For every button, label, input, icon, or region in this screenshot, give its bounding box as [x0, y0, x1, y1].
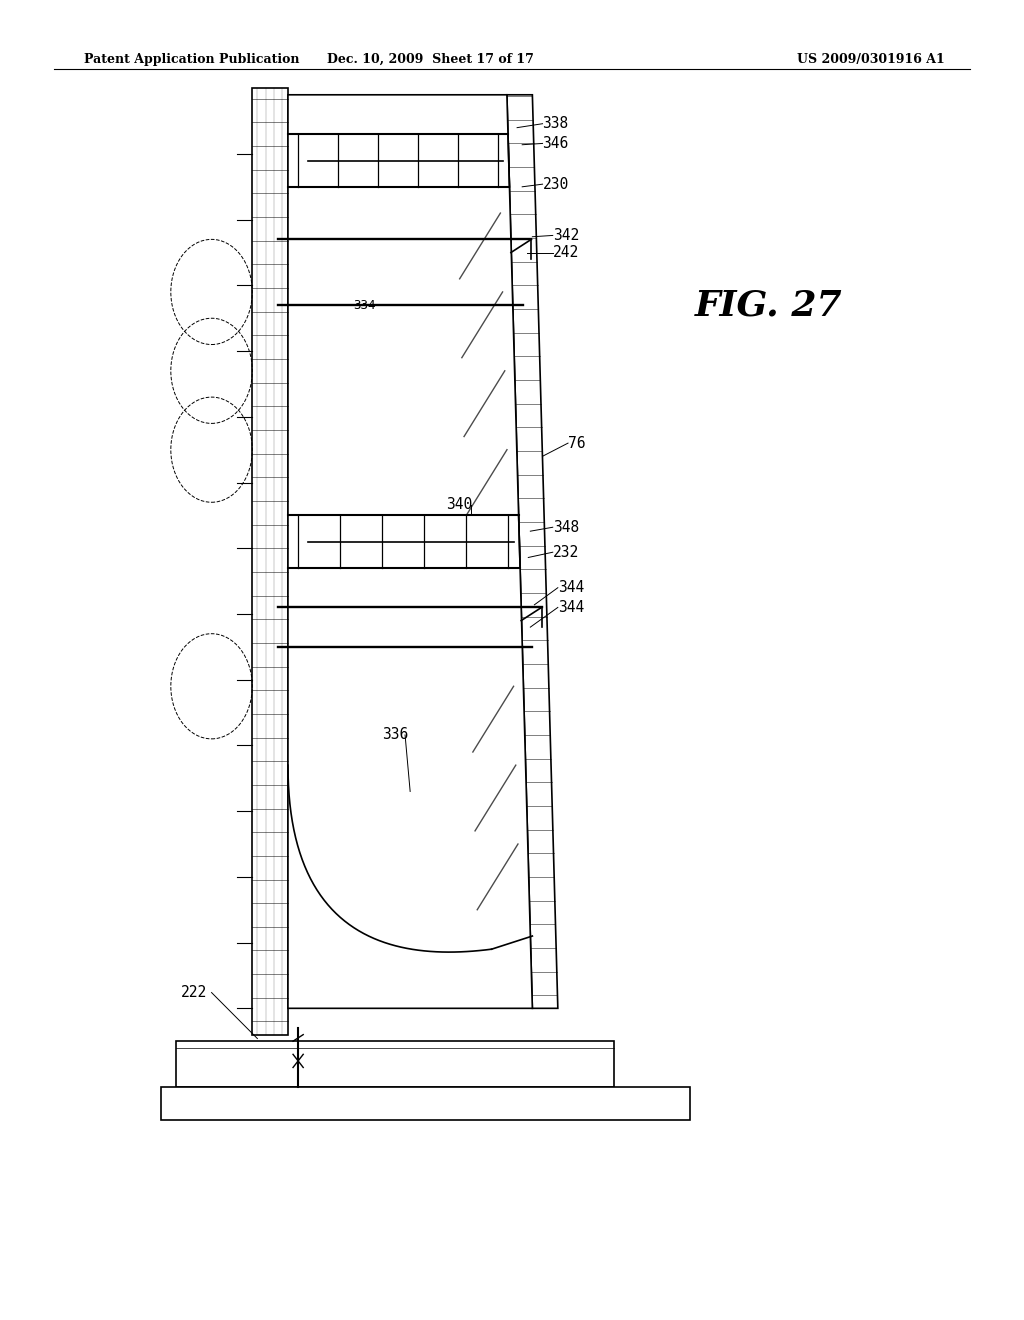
Text: 76: 76: [568, 436, 586, 450]
Text: 222: 222: [181, 985, 207, 1001]
Polygon shape: [507, 95, 558, 1008]
Text: Patent Application Publication: Patent Application Publication: [84, 53, 300, 66]
Text: Dec. 10, 2009  Sheet 17 of 17: Dec. 10, 2009 Sheet 17 of 17: [327, 53, 534, 66]
Text: 344: 344: [558, 581, 584, 595]
Text: 348: 348: [553, 520, 579, 535]
Text: 346: 346: [543, 136, 568, 150]
Bar: [161, 1088, 690, 1121]
Text: FIG. 27: FIG. 27: [695, 288, 843, 322]
Text: 230: 230: [543, 177, 568, 191]
Text: US 2009/0301916 A1: US 2009/0301916 A1: [797, 53, 945, 66]
Bar: [252, 88, 288, 1035]
Bar: [176, 1041, 613, 1088]
Text: 338: 338: [543, 116, 568, 131]
Text: 232: 232: [553, 545, 579, 560]
Text: 334: 334: [353, 298, 376, 312]
Text: 342: 342: [553, 228, 579, 243]
Polygon shape: [288, 95, 532, 1008]
Text: 242: 242: [553, 246, 579, 260]
Text: 340: 340: [445, 498, 472, 512]
Text: 344: 344: [558, 599, 584, 615]
Text: 336: 336: [382, 727, 408, 742]
